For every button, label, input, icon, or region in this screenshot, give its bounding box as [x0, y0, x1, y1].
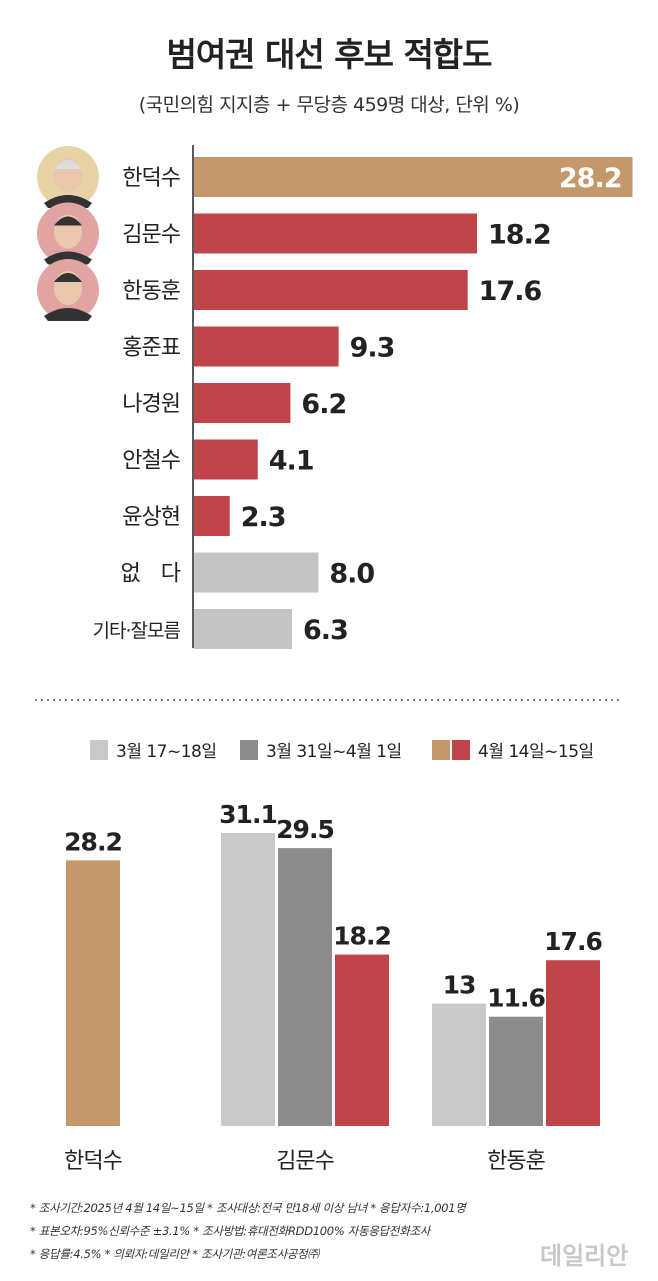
category-label-4: 나경원 — [122, 392, 180, 417]
legend-swatch-0 — [90, 740, 108, 760]
value-label-1: 18.2 — [488, 220, 551, 251]
footnote-3: * 응답률:4.5% * 의뢰자:데일리안 * 조사기관:여론조사공정㈜ — [30, 1247, 319, 1261]
group-label-1: 김문수 — [276, 1149, 334, 1174]
value-label-5: 4.1 — [269, 446, 314, 477]
column-value-label: 18.2 — [333, 922, 391, 951]
footnote-2: * 표본오차:95%신뢰수준 ±3.1% * 조사방법:휴대전화RDD100% … — [30, 1224, 431, 1238]
column-bar-1-1 — [278, 848, 332, 1126]
legend-swatch-2 — [452, 740, 470, 760]
value-label-2: 17.6 — [479, 276, 542, 307]
legend-label-1: 3월 31일~4월 1일 — [266, 742, 402, 762]
category-label-7: 없 다 — [121, 562, 181, 587]
column-bar-2-1 — [489, 1016, 543, 1126]
column-value-label: 29.5 — [276, 815, 334, 844]
bar-0 — [194, 157, 633, 197]
value-label-4: 6.2 — [301, 389, 346, 420]
bar-5 — [194, 439, 258, 480]
bar-6 — [194, 496, 230, 536]
category-label-8: 기타·잘모름 — [93, 620, 181, 642]
column-value-label: 13 — [443, 971, 476, 1000]
bar-2 — [194, 270, 468, 310]
column-value-label: 31.1 — [219, 800, 277, 829]
bar-7 — [194, 552, 319, 593]
footnote-1: * 조사기간:2025년 4월 14일~15일 * 조사대상:전국 만18세 이… — [30, 1201, 466, 1215]
suit-icon — [44, 251, 92, 265]
column-bar-2-2 — [546, 960, 600, 1126]
legend-label-0: 3월 17~18일 — [116, 742, 217, 762]
category-label-5: 안철수 — [122, 449, 180, 474]
chart-subtitle: (국민의힘 지지층 + 무당층 459명 대상, 단위 %) — [138, 94, 520, 116]
column-value-label: 17.6 — [544, 927, 602, 956]
value-label-7: 8.0 — [329, 559, 374, 590]
group-label-2: 한동훈 — [487, 1149, 545, 1174]
chart-title: 범여권 대선 후보 적합도 — [166, 35, 492, 74]
bar-4 — [194, 383, 291, 423]
category-label-6: 윤상현 — [122, 505, 180, 530]
hair-icon — [54, 160, 82, 169]
legend-swatch-1 — [240, 740, 258, 760]
bar-1 — [194, 213, 478, 254]
category-label-2: 한동훈 — [122, 279, 180, 304]
category-label-3: 홍준표 — [122, 336, 180, 361]
category-label-1: 김문수 — [122, 223, 180, 248]
column-bar-1-0 — [221, 833, 275, 1126]
value-label-0: 28.2 — [559, 163, 622, 194]
value-label-3: 9.3 — [350, 333, 395, 364]
category-label-0: 한덕수 — [122, 166, 180, 191]
legend-swatch-2 — [432, 740, 450, 760]
suit-icon — [44, 308, 92, 321]
bar-3 — [194, 326, 339, 367]
column-value-label: 11.6 — [487, 984, 545, 1013]
column-bar-1-2 — [335, 954, 389, 1126]
watermark-logo: 데일리안 — [540, 1242, 629, 1270]
value-label-6: 2.3 — [241, 502, 286, 533]
group-label-0: 한덕수 — [64, 1149, 122, 1174]
legend-label-2: 4월 14일~15일 — [478, 742, 594, 762]
column-bar-0-2 — [66, 860, 120, 1126]
suit-icon — [44, 195, 92, 208]
bar-8 — [194, 609, 292, 649]
value-label-8: 6.3 — [303, 615, 348, 646]
hair-icon — [54, 216, 82, 226]
column-bar-2-0 — [432, 1003, 486, 1126]
hair-icon — [54, 273, 82, 282]
column-value-label: 28.2 — [64, 827, 122, 856]
